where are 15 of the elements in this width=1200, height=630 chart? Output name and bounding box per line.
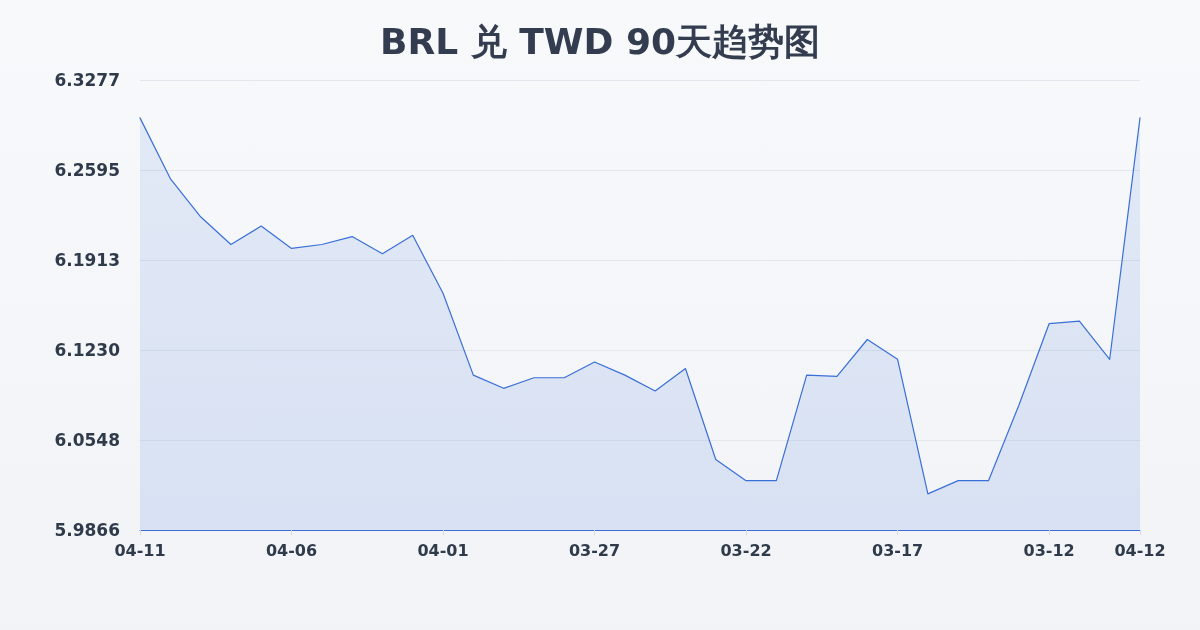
y-tick-label: 6.0548 — [54, 430, 120, 451]
x-tick-label: 04-01 — [417, 540, 469, 560]
y-tick-label: 6.1230 — [54, 340, 121, 361]
x-tick-label: 04-12 — [1114, 540, 1166, 560]
x-tick-label: 03-27 — [568, 540, 621, 560]
x-tick-label: 04-11 — [114, 540, 166, 560]
x-tick-label: 03-22 — [720, 540, 772, 560]
x-tick-label: 03-12 — [1023, 540, 1075, 560]
y-tick-label: 6.1913 — [54, 249, 120, 270]
chart-title: BRL 兑 TWD 90天趋势图 — [380, 20, 820, 62]
x-tick-label: 04-06 — [265, 540, 318, 560]
y-tick-label: 6.3277 — [54, 70, 120, 90]
y-tick-label: 5.9866 — [54, 520, 120, 540]
x-tick-label: 03-17 — [871, 540, 924, 560]
y-tick-label: 6.2595 — [54, 159, 120, 180]
